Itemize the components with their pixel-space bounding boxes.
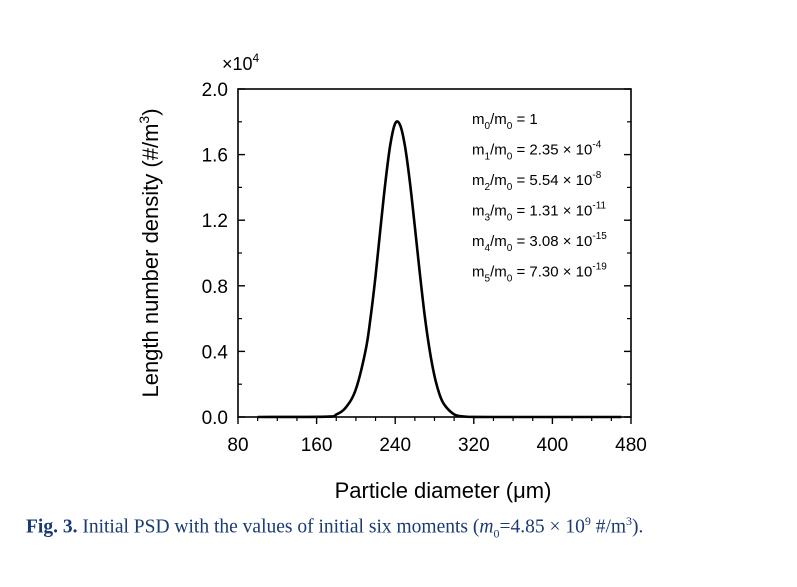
psd-curve: [257, 120, 622, 419]
caption-unit: #/m: [590, 516, 627, 538]
y-tick-label: 2.0: [202, 80, 228, 101]
caption-text: Initial PSD with the values of initial s…: [77, 516, 480, 538]
y-multiplier: ×104: [222, 51, 260, 74]
caption-close: ).: [632, 516, 644, 538]
caption-m: m: [479, 516, 494, 538]
y-tick-label: 1.2: [202, 211, 228, 232]
caption-m-sub: 0: [493, 526, 500, 541]
caption-fig-label: Fig. 3.: [26, 516, 78, 538]
y-axis-label: Length number density (#/m3): [136, 108, 163, 397]
x-tick-label: 80: [227, 435, 248, 456]
moment-annotations: m0/m0 = 1 m1/m0 = 2.35 × 10-4 m2/m0 = 5.54…: [472, 111, 607, 285]
x-tick-label: 240: [379, 435, 411, 456]
moment-annotation: m3/m0 = 1.31 × 10-11: [472, 201, 607, 224]
figure-caption: Fig. 3. Initial PSD with the values of i…: [26, 514, 786, 541]
moment-annotation: m4/m0 = 3.08 × 10-15: [472, 231, 607, 254]
moment-annotation: m5/m0 = 7.30 × 10-19: [472, 262, 607, 285]
caption-exp: 9: [584, 514, 591, 528]
moment-annotation: m1/m0 = 2.35 × 10-4: [472, 140, 602, 163]
x-tick-label: 160: [301, 435, 333, 456]
y-tick-label: 0.0: [202, 408, 228, 429]
y-tick-label: 0.4: [202, 342, 229, 363]
caption-eq: =4.85 × 10: [499, 516, 585, 538]
y-tick-label: 1.6: [202, 146, 228, 167]
y-tick-label: 0.8: [202, 277, 228, 298]
moment-annotation: m2/m0 = 5.54 × 10-8: [472, 170, 602, 193]
moment-annotation: m0/m0 = 1: [472, 111, 538, 132]
caption-unit-sup: 3: [626, 514, 633, 528]
x-axis-label: Particle diameter (μm): [335, 478, 552, 503]
chart: 0.0 0.4 0.8 1.2 1.6 2.0 80 160 240 320 400 480 ×10…: [136, 51, 647, 503]
y-axis-ticks: 0.0 0.4 0.8 1.2 1.6 2.0: [202, 80, 631, 429]
x-tick-label: 320: [458, 435, 490, 456]
x-tick-label: 400: [537, 435, 569, 456]
plot-frame: [237, 88, 632, 418]
x-tick-label: 480: [615, 435, 647, 456]
x-axis-ticks: 80 160 240 320 400 480: [227, 417, 647, 456]
